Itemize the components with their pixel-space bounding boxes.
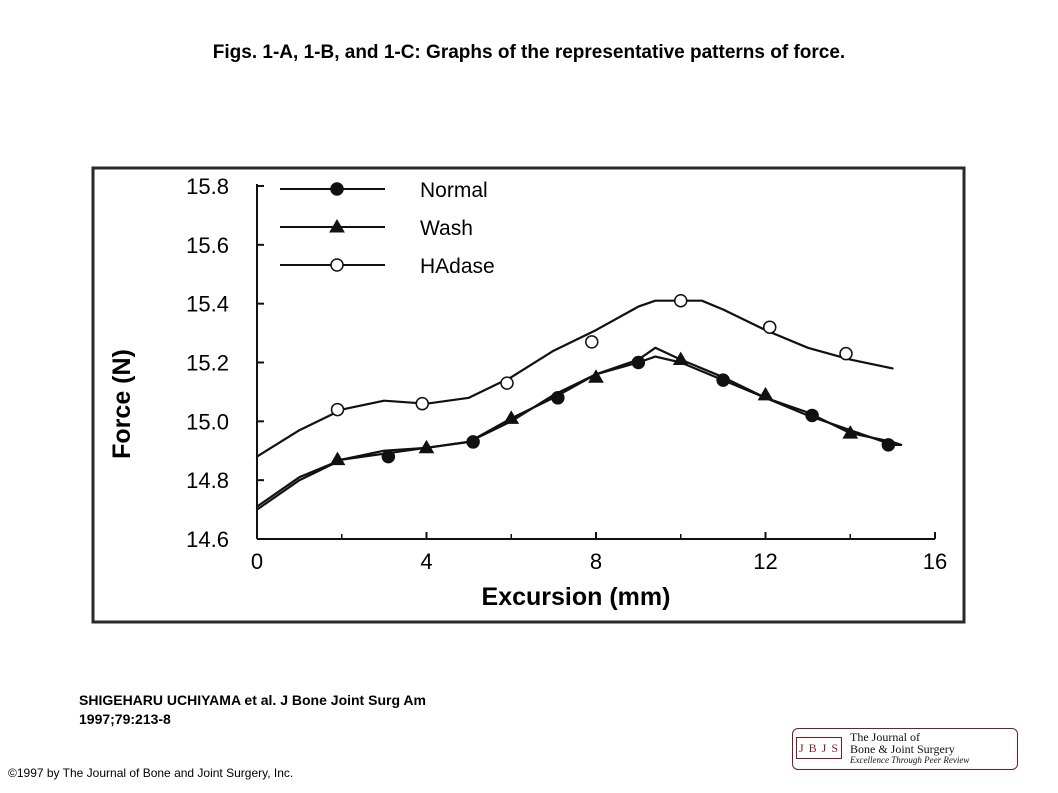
legend-label-wash: Wash	[420, 217, 473, 240]
data-point-wash	[842, 425, 859, 439]
logo-badge: J B J S	[796, 737, 842, 759]
figure-border	[91, 166, 966, 624]
data-point-normal	[381, 449, 396, 464]
data-point-wash	[418, 439, 435, 454]
data-point-hadase	[500, 376, 514, 390]
citation-volume: 1997;79:213-8	[79, 711, 171, 727]
figure-frame: 0 4 8 12 16 14.6 14.8 15.0 15.2 15.4 15.6 15.8 Norm…	[90, 164, 967, 626]
logo-journal-line1: The Journal of	[850, 730, 920, 744]
legend-marker-normal	[330, 182, 344, 196]
copyright-notice: ©1997 by The Journal of Bone and Joint S…	[8, 766, 294, 780]
data-point-wash	[503, 410, 520, 424]
series-markers	[329, 293, 896, 466]
data-point-normal	[631, 355, 646, 370]
slide-title: Figs. 1-A, 1-B, and 1-C: Graphs of the r…	[212, 42, 846, 63]
data-point-hadase	[839, 346, 853, 361]
data-point-hadase	[762, 320, 777, 334]
logo-tagline: Excellence Through Peer Review	[850, 755, 970, 765]
data-point-normal	[716, 373, 730, 387]
x-tick-label: 12	[753, 549, 777, 574]
legend: Normal Wash HAdase	[280, 179, 495, 278]
data-point-hadase	[330, 402, 345, 417]
data-point-hadase	[674, 293, 688, 308]
y-tick-label: 15.0	[186, 409, 229, 434]
y-axis-title: Force (N)	[108, 349, 136, 459]
data-point-wash	[329, 451, 346, 466]
legend-marker-wash	[329, 219, 345, 233]
x-tick-label: 8	[590, 549, 602, 574]
data-point-hadase	[585, 335, 599, 349]
y-tick-label: 15.6	[186, 233, 229, 258]
data-point-wash	[672, 351, 689, 366]
x-tick-label: 4	[420, 549, 432, 574]
data-point-wash	[757, 386, 774, 401]
axes: 0 4 8 12 16 14.6 14.8 15.0 15.2 15.4 15.6 15.8	[186, 174, 947, 574]
legend-label-normal: Normal	[420, 179, 488, 202]
journal-logo[interactable]: J B J S The Journal of Bone & Joint Surg…	[792, 728, 1018, 770]
force-excursion-chart: 0 4 8 12 16 14.6 14.8 15.0 15.2 15.4 15.6 15.8 Norm…	[91, 166, 966, 624]
data-point-wash	[588, 369, 604, 383]
data-point-hadase	[415, 396, 430, 411]
citation-authors: SHIGEHARU UCHIYAMA et al. J Bone Joint S…	[79, 692, 426, 708]
data-point-normal	[466, 435, 480, 449]
x-tick-label: 0	[251, 549, 263, 574]
citation: SHIGEHARU UCHIYAMA et al. J Bone Joint S…	[79, 691, 426, 729]
legend-marker-hadase	[330, 258, 344, 272]
logo-frame	[792, 728, 1018, 770]
legend-label-hadase: HAdase	[420, 255, 495, 278]
y-tick-label: 15.8	[186, 174, 229, 199]
data-point-normal	[805, 408, 819, 423]
y-tick-label: 15.2	[186, 351, 229, 376]
data-point-normal	[551, 391, 565, 405]
data-point-normal	[881, 438, 896, 452]
y-tick-label: 14.6	[186, 527, 229, 552]
logo-journal-line2: Bone & Joint Surgery	[850, 742, 955, 756]
y-tick-label: 14.8	[186, 468, 229, 493]
x-tick-label: 16	[923, 549, 947, 574]
y-tick-label: 15.4	[186, 292, 229, 317]
x-axis-title: Excursion (mm)	[482, 583, 671, 611]
